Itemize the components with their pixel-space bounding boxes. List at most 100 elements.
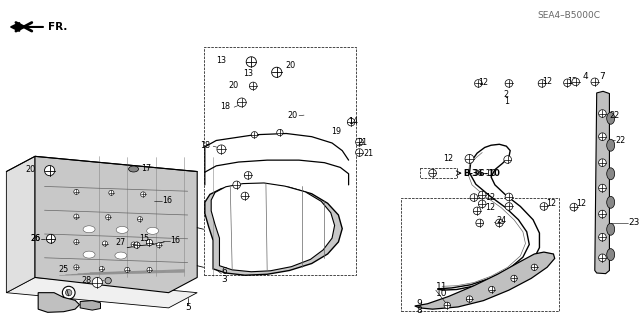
Circle shape: [246, 57, 257, 67]
Text: 25: 25: [58, 265, 68, 274]
Ellipse shape: [607, 112, 614, 124]
Circle shape: [125, 267, 130, 272]
Circle shape: [478, 191, 486, 199]
Text: 13: 13: [243, 69, 253, 78]
Text: 12: 12: [484, 203, 495, 212]
Text: 14: 14: [349, 117, 358, 126]
Text: 12: 12: [542, 77, 552, 86]
Circle shape: [598, 210, 606, 218]
Text: 21: 21: [358, 137, 367, 146]
Circle shape: [505, 203, 513, 210]
Text: FR.: FR.: [48, 22, 67, 32]
Circle shape: [47, 234, 55, 243]
Circle shape: [138, 217, 143, 222]
Circle shape: [511, 275, 517, 282]
Text: 16: 16: [162, 196, 172, 204]
Circle shape: [92, 278, 102, 288]
Circle shape: [109, 190, 114, 195]
Text: 20: 20: [285, 61, 295, 70]
Circle shape: [598, 133, 606, 140]
Circle shape: [147, 239, 153, 246]
Polygon shape: [38, 293, 79, 312]
Ellipse shape: [607, 139, 614, 151]
Circle shape: [429, 169, 436, 177]
Text: 27: 27: [116, 238, 126, 247]
Circle shape: [505, 193, 513, 201]
Text: 11: 11: [436, 282, 447, 291]
Ellipse shape: [607, 223, 614, 235]
Text: 20: 20: [287, 111, 298, 120]
Circle shape: [74, 239, 79, 244]
Circle shape: [538, 79, 546, 87]
Polygon shape: [6, 156, 35, 293]
Circle shape: [250, 82, 257, 90]
Text: 8: 8: [417, 306, 422, 315]
Text: 9: 9: [417, 299, 422, 308]
Circle shape: [65, 289, 72, 296]
Text: 24: 24: [496, 216, 506, 225]
Circle shape: [470, 194, 477, 201]
Text: 12: 12: [546, 199, 556, 208]
Circle shape: [74, 189, 79, 194]
Text: 20: 20: [228, 81, 239, 91]
Text: 10: 10: [436, 289, 447, 298]
Text: 19: 19: [331, 127, 341, 136]
Text: 12: 12: [443, 154, 453, 163]
Polygon shape: [35, 156, 197, 293]
Text: 12: 12: [576, 199, 586, 208]
Circle shape: [252, 131, 258, 138]
Ellipse shape: [116, 226, 128, 234]
Circle shape: [598, 254, 606, 262]
Circle shape: [540, 203, 548, 210]
Circle shape: [147, 267, 152, 272]
Text: 1: 1: [504, 97, 509, 106]
Circle shape: [106, 215, 111, 220]
Text: 16: 16: [170, 236, 180, 245]
Circle shape: [45, 166, 54, 176]
Text: 26: 26: [31, 234, 41, 243]
Text: 21: 21: [364, 149, 374, 158]
Text: SEA4–B5000C: SEA4–B5000C: [538, 11, 600, 20]
Circle shape: [570, 203, 578, 211]
Text: 7: 7: [599, 72, 605, 81]
Text: 26: 26: [31, 234, 41, 243]
Text: 22: 22: [609, 111, 620, 120]
Circle shape: [474, 207, 481, 215]
Circle shape: [478, 200, 486, 208]
Text: 3: 3: [221, 275, 227, 284]
Polygon shape: [205, 184, 342, 275]
Circle shape: [58, 300, 65, 307]
Text: B-36-10: B-36-10: [463, 169, 500, 178]
Text: 13: 13: [216, 56, 226, 65]
Circle shape: [102, 241, 108, 246]
Circle shape: [74, 214, 79, 219]
Circle shape: [217, 145, 226, 154]
Text: 12: 12: [484, 193, 495, 202]
Text: B-36-10: B-36-10: [463, 169, 496, 178]
Circle shape: [476, 219, 483, 227]
Polygon shape: [595, 91, 609, 274]
Circle shape: [157, 242, 161, 248]
Text: 17: 17: [141, 164, 151, 173]
Ellipse shape: [129, 166, 138, 172]
Circle shape: [62, 286, 75, 299]
Text: 28: 28: [81, 276, 92, 285]
Circle shape: [233, 181, 241, 189]
Circle shape: [55, 297, 68, 310]
Text: 18: 18: [220, 102, 230, 111]
Ellipse shape: [607, 168, 614, 180]
Circle shape: [504, 156, 511, 163]
Polygon shape: [80, 300, 100, 310]
Circle shape: [564, 79, 572, 86]
Circle shape: [591, 78, 598, 85]
Circle shape: [271, 67, 282, 78]
Circle shape: [348, 118, 355, 126]
Circle shape: [531, 264, 538, 271]
Ellipse shape: [115, 252, 127, 259]
Text: 4: 4: [582, 72, 588, 81]
Text: 15: 15: [139, 234, 149, 243]
Ellipse shape: [607, 196, 614, 208]
Circle shape: [444, 302, 451, 308]
Circle shape: [141, 192, 146, 197]
Ellipse shape: [607, 249, 614, 261]
